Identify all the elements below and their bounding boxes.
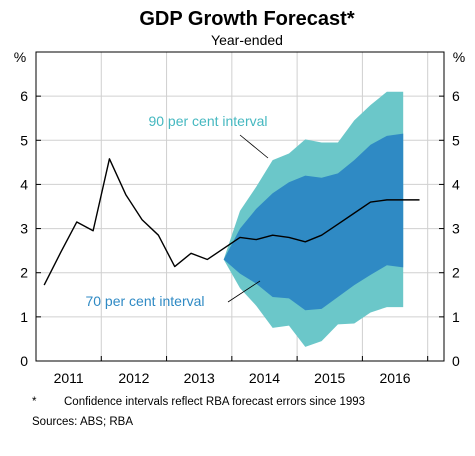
y-tick-label-right-6: 6 bbox=[452, 88, 460, 104]
y-tick-label-left-2: 2 bbox=[20, 265, 28, 281]
y-tick-label-left-1: 1 bbox=[20, 309, 28, 325]
y-tick-label-left-5: 5 bbox=[20, 132, 28, 148]
chart-title: GDP Growth Forecast* bbox=[139, 8, 354, 30]
y-tick-label-right-5: 5 bbox=[452, 132, 460, 148]
band-70-interval bbox=[223, 133, 404, 311]
y-tick-label-right-4: 4 bbox=[452, 176, 460, 192]
y-tick-label-right-3: 3 bbox=[452, 221, 460, 237]
annotation-70-interval: 70 per cent interval bbox=[85, 293, 204, 309]
x-tick-label-3: 2014 bbox=[249, 370, 280, 386]
y-tick-label-right-2: 2 bbox=[452, 265, 460, 281]
annotation-90-pointer bbox=[239, 134, 269, 159]
gdp-line bbox=[43, 158, 420, 286]
plot-frame bbox=[35, 51, 445, 362]
x-tick-label-1: 2012 bbox=[118, 370, 149, 386]
footnote-marker: * bbox=[32, 396, 37, 408]
annotation-70-pointer bbox=[227, 280, 261, 303]
x-tick-label-4: 2015 bbox=[314, 370, 345, 386]
footnote-sources: Sources: ABS; RBA bbox=[32, 416, 133, 428]
footnote-text: Confidence intervals reflect RBA forecas… bbox=[64, 396, 365, 408]
y-tick-label-right-1: 1 bbox=[452, 309, 460, 325]
x-tick-label-5: 2016 bbox=[379, 370, 410, 386]
chart-subtitle: Year-ended bbox=[211, 32, 283, 48]
y-tick-label-right-0: 0 bbox=[452, 353, 460, 369]
annotation-90-interval: 90 per cent interval bbox=[148, 113, 267, 129]
y-unit-right: % bbox=[453, 49, 465, 65]
x-tick-label-0: 2011 bbox=[54, 370, 84, 386]
axis-ticks: 0 0 1 1 2 2 3 3 4 4 5 5 6 6 2011 2012 2013 2014 2015 2016 bbox=[20, 88, 460, 386]
y-tick-label-left-4: 4 bbox=[20, 176, 28, 192]
gdp-growth-line-0 bbox=[43, 158, 420, 286]
y-tick-label-left-3: 3 bbox=[20, 221, 28, 237]
x-tick-label-2: 2013 bbox=[184, 370, 215, 386]
y-tick-label-left-6: 6 bbox=[20, 88, 28, 104]
y-tick-label-left-0: 0 bbox=[20, 353, 28, 369]
confidence-bands bbox=[223, 91, 404, 347]
y-unit-left: % bbox=[14, 49, 26, 65]
